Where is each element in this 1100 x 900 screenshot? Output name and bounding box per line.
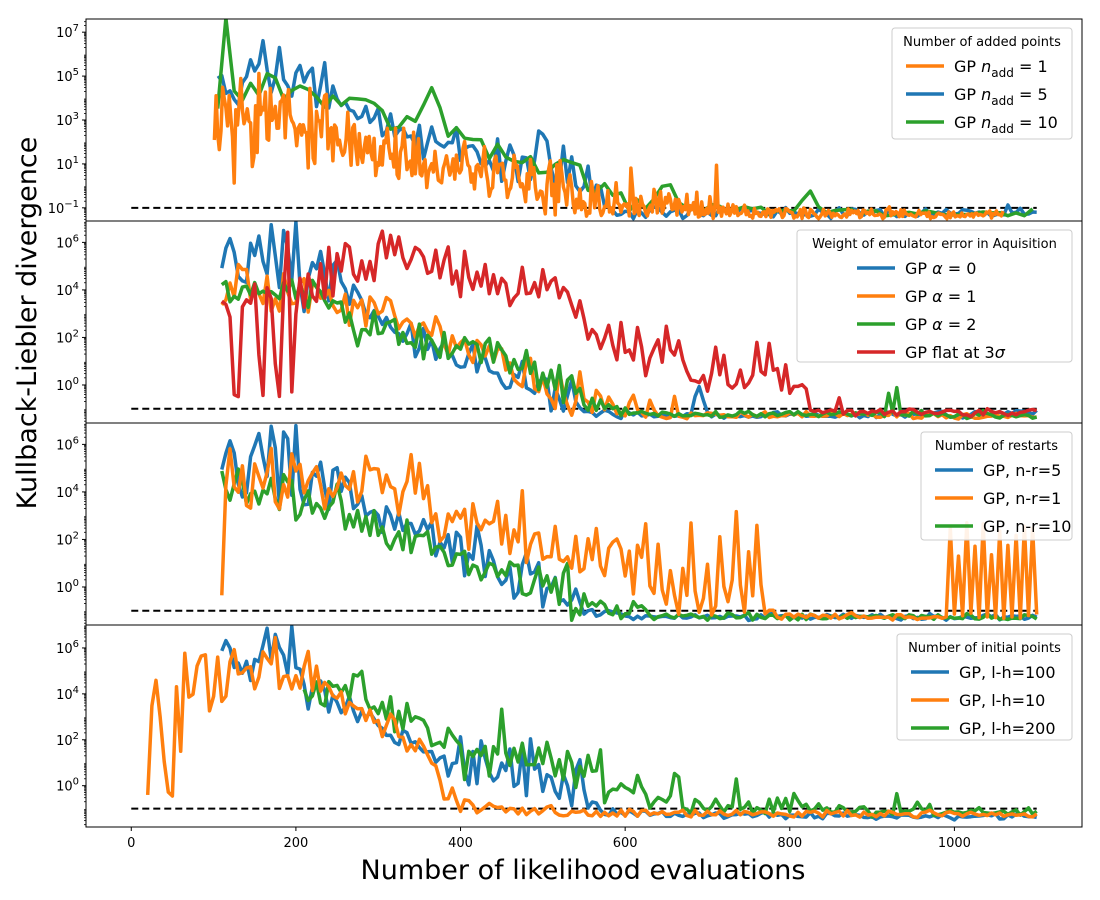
legend-title: Number of restarts [935,439,1058,454]
panel-initial-points: 100 102 104 106 Number of initial points GP, … [56,624,1083,828]
panels-layer: 10−1 101 103 105 107 Number of added points GP… [48,18,1083,851]
legend-label: GP, l-h=100 [959,663,1056,682]
legend: Number of added points GP nadd = 1 GP nadd… [891,27,1073,140]
x-axis-label: Number of likelihood evaluations [361,855,806,886]
legend-label: GP, l-h=200 [959,719,1056,738]
y-tick-label: 107 [56,23,79,41]
legend-title: Number of initial points [908,641,1061,656]
legend-box [920,431,1073,541]
series-line [220,467,1038,622]
legend-label: GP α = 1 [905,287,976,306]
y-tick-label: 106 [56,233,79,251]
series-line [145,635,1038,820]
y-tick-label: 102 [56,328,79,346]
y-tick-label: 104 [56,685,79,703]
y-ticks: 100 102 104 106 [56,221,86,422]
y-tick-label: 104 [56,281,79,299]
y-tick-label: 101 [56,155,79,173]
series-line [220,446,1039,622]
series-line [220,229,1038,419]
series-line [220,278,1038,421]
legend-label: GP α = 0 [905,259,976,278]
x-tick-label: 1000 [938,836,971,851]
legend-box [796,229,1073,363]
legend: Number of restarts GP, n-r=5 GP, n-r=1 GP, … [920,431,1073,541]
legend: Weight of emulator error in Aquisition GP… [796,229,1073,363]
series-line [220,423,1038,623]
legend-label: GP flat at 3σ [905,343,1006,362]
legend-label: GP α = 2 [905,315,976,334]
series-line [212,71,1005,221]
legend-label: GP, l-h=10 [959,691,1045,710]
y-tick-label: 106 [56,639,79,657]
y-tick-label: 102 [56,731,79,749]
x-tick-label: 800 [777,836,802,851]
legend-label: GP, n-r=10 [983,517,1071,536]
y-tick-label: 10−1 [48,199,79,217]
y-tick-label: 102 [56,530,79,548]
legend-label: GP nadd = 5 [954,85,1048,108]
legend-label: GP, n-r=1 [983,489,1061,508]
y-tick-label: 100 [56,578,79,596]
x-tick-label: 600 [613,836,638,851]
y-ticks: 100 102 104 106 [56,625,86,826]
panel-acquisition-weight: 100 102 104 106 Weight of emulator error in … [56,220,1083,424]
y-tick-label: 103 [56,111,79,129]
series-line [302,669,1038,819]
y-tick-label: 104 [56,483,79,501]
y-tick-label: 105 [56,67,79,85]
legend-title: Number of added points [903,35,1061,50]
legend-title: Weight of emulator error in Aquisition [812,237,1057,252]
legend-label: GP, n-r=5 [983,461,1061,480]
x-ticks: 0 200 400 600 800 1000 [127,827,971,851]
legend-label: GP nadd = 1 [954,57,1048,80]
x-tick-label: 0 [127,836,135,851]
x-tick-label: 200 [283,836,308,851]
legend: Number of initial points GP, l-h=100 GP, l… [896,633,1073,741]
y-tick-label: 106 [56,435,79,453]
panel-added-points: 10−1 101 103 105 107 Number of added points GP… [48,18,1083,222]
legend-label: GP nadd = 10 [954,113,1058,136]
panel-restarts: 100 102 104 106 Number of restarts GP, n-r=5 G… [56,422,1083,626]
panel-frame [85,624,1083,828]
y-tick-label: 100 [56,777,79,795]
y-tick-label: 100 [56,376,79,394]
legend-box [896,633,1073,741]
x-tick-label: 400 [448,836,473,851]
y-axis-label: Kullback-Liebler divergence [12,137,43,510]
legend-box [891,27,1073,140]
